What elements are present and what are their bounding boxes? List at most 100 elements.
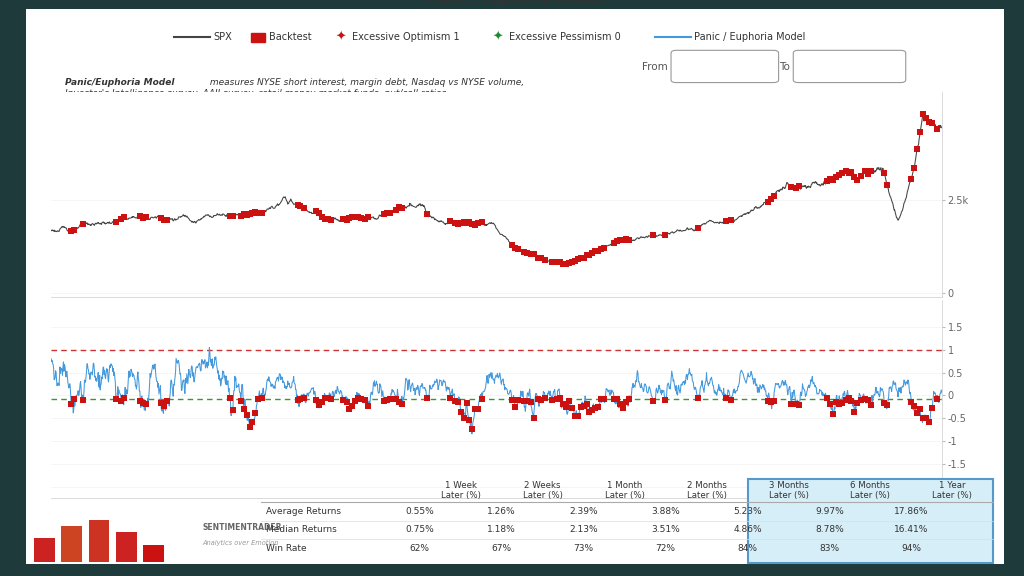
- Text: 1.18%: 1.18%: [487, 525, 516, 535]
- Text: 0.75%: 0.75%: [406, 525, 434, 535]
- Text: 0.55%: 0.55%: [406, 507, 434, 516]
- Point: [856, 394, 872, 403]
- Point: [232, 211, 249, 221]
- Point: [585, 248, 601, 257]
- Text: 73%: 73%: [573, 544, 594, 553]
- Point: [292, 202, 308, 211]
- Point: [247, 207, 263, 217]
- Point: [450, 219, 466, 228]
- Point: [590, 247, 606, 256]
- Point: [135, 213, 152, 222]
- Point: [563, 403, 580, 412]
- Point: [859, 396, 876, 405]
- Point: [317, 214, 334, 223]
- Text: measures NYSE short interest, margin debt, Nasdaq vs NYSE volume,: measures NYSE short interest, margin deb…: [207, 78, 523, 87]
- Point: [239, 410, 255, 419]
- Point: [566, 411, 583, 420]
- Point: [461, 218, 477, 227]
- Point: [222, 211, 239, 221]
- Bar: [34, 539, 54, 562]
- Point: [819, 393, 836, 403]
- Point: [394, 399, 411, 408]
- Point: [290, 395, 306, 404]
- Point: [838, 167, 854, 176]
- Point: [381, 394, 397, 403]
- Point: [470, 404, 486, 414]
- Text: 1 Week
Later (%): 1 Week Later (%): [441, 481, 480, 501]
- Text: STOCKHUM: STOCKHUM: [31, 575, 106, 576]
- Point: [313, 213, 330, 222]
- Point: [470, 218, 486, 228]
- Point: [787, 399, 804, 408]
- Point: [290, 200, 306, 210]
- Point: [791, 400, 807, 410]
- Point: [572, 402, 589, 411]
- Point: [464, 219, 480, 229]
- Point: [381, 208, 397, 217]
- Point: [587, 246, 603, 255]
- Text: 6 Months
Later (%): 6 Months Later (%): [851, 481, 890, 501]
- Point: [644, 230, 660, 240]
- Point: [819, 177, 836, 186]
- Point: [63, 226, 80, 235]
- Point: [844, 168, 860, 177]
- Point: [116, 213, 132, 222]
- Point: [132, 396, 148, 406]
- Point: [156, 215, 172, 225]
- Point: [236, 404, 252, 414]
- Point: [821, 175, 838, 184]
- Point: [359, 401, 376, 411]
- Point: [824, 409, 841, 418]
- Point: [132, 211, 148, 220]
- Point: [614, 403, 631, 412]
- Text: 67%: 67%: [492, 544, 512, 553]
- Text: 3.51%: 3.51%: [651, 525, 680, 535]
- Point: [552, 393, 568, 403]
- Point: [859, 169, 876, 178]
- Point: [522, 397, 539, 407]
- Point: [579, 399, 595, 408]
- Point: [611, 236, 628, 245]
- Point: [236, 209, 252, 218]
- Text: 84%: 84%: [737, 544, 758, 553]
- Bar: [89, 520, 110, 562]
- Text: Analytics over Emotion: Analytics over Emotion: [203, 540, 280, 545]
- Point: [254, 209, 270, 218]
- Point: [853, 172, 869, 181]
- Text: 1.26%: 1.26%: [487, 507, 516, 516]
- Point: [587, 403, 603, 412]
- Point: [606, 395, 623, 404]
- Point: [538, 256, 554, 265]
- Point: [504, 395, 520, 404]
- Point: [75, 220, 91, 229]
- Point: [783, 399, 800, 408]
- Point: [569, 255, 586, 264]
- Point: [555, 399, 571, 408]
- Point: [66, 395, 82, 404]
- Point: [116, 394, 132, 403]
- Point: [827, 173, 844, 182]
- Point: [510, 245, 526, 254]
- Point: [760, 197, 776, 206]
- Point: [341, 214, 357, 223]
- Point: [555, 259, 571, 268]
- Point: [310, 401, 327, 410]
- Point: [224, 405, 241, 414]
- Point: [353, 213, 370, 222]
- Text: Average Returns: Average Returns: [266, 507, 341, 516]
- Point: [582, 407, 598, 416]
- Text: 5.23%: 5.23%: [733, 507, 762, 516]
- Text: 3 Months
Later (%): 3 Months Later (%): [769, 481, 808, 501]
- Point: [353, 394, 370, 403]
- Point: [388, 206, 404, 215]
- Point: [824, 175, 841, 184]
- Point: [442, 216, 459, 225]
- Point: [467, 220, 483, 229]
- Point: [909, 144, 926, 153]
- Point: [765, 396, 781, 406]
- Point: [924, 403, 940, 412]
- Text: 72%: 72%: [655, 544, 676, 553]
- Point: [338, 215, 354, 225]
- Point: [621, 236, 637, 245]
- Point: [722, 215, 738, 224]
